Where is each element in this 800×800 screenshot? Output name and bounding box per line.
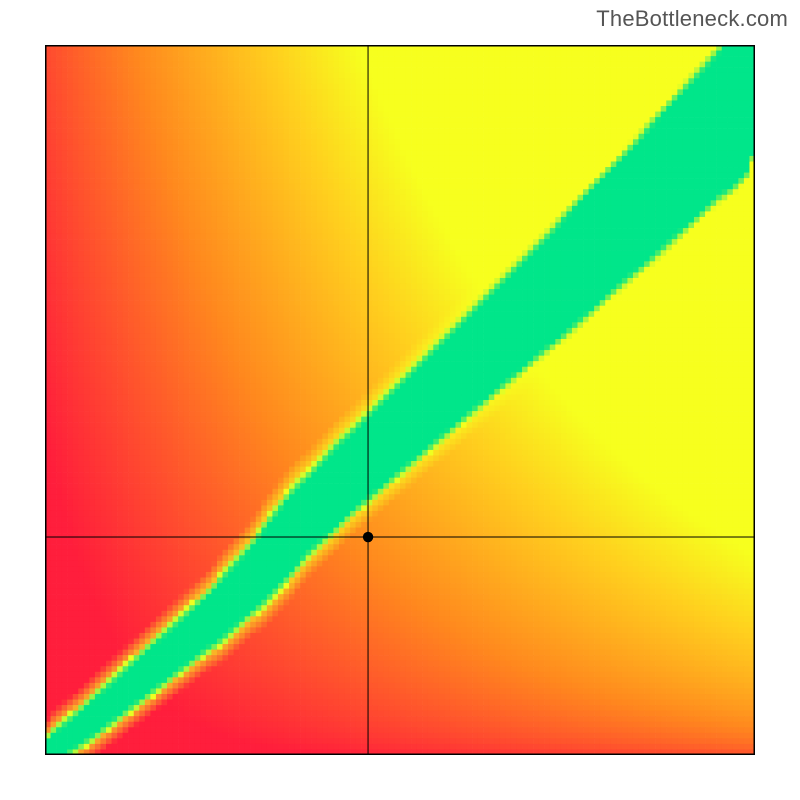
- heatmap-canvas: [45, 45, 755, 755]
- bottleneck-chart: TheBottleneck.com: [0, 0, 800, 800]
- watermark-text: TheBottleneck.com: [596, 6, 788, 32]
- plot-area: [45, 45, 755, 755]
